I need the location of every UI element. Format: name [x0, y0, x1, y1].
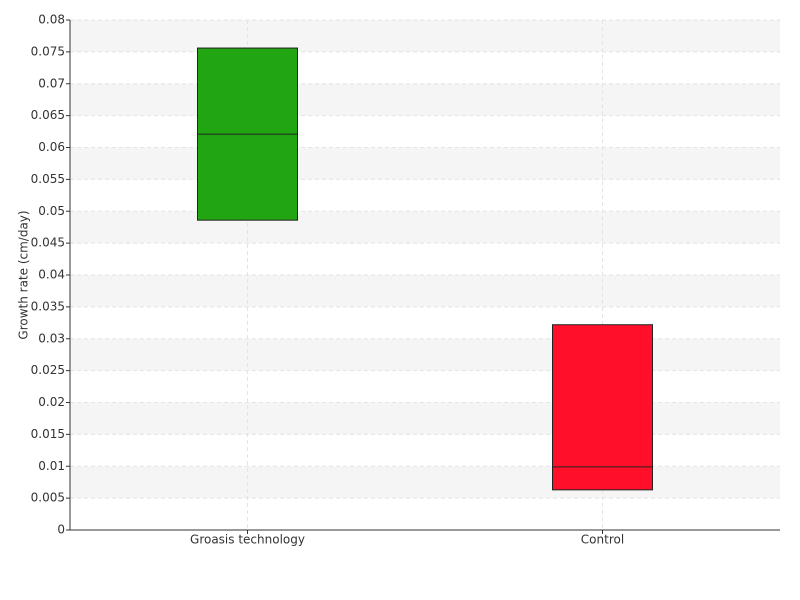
grid-band: [70, 275, 780, 307]
y-tick-label: 0.035: [31, 299, 65, 313]
y-tick-label: 0.025: [31, 363, 65, 377]
y-tick-label: 0.015: [31, 427, 65, 441]
y-tick-label: 0.08: [38, 13, 65, 27]
y-tick-label: 0.02: [38, 395, 65, 409]
y-tick-label: 0.07: [38, 76, 65, 90]
y-tick-label: 0.03: [38, 331, 65, 345]
grid-band: [70, 83, 780, 116]
y-tick-label: 0.055: [31, 172, 65, 186]
y-tick-label: 0.045: [31, 236, 65, 250]
y-axis-label: Growth rate (cm/day): [17, 210, 31, 339]
y-tick-label: 0.005: [31, 491, 65, 505]
grid-band: [70, 147, 780, 180]
y-tick-label: 0.065: [31, 108, 65, 122]
y-tick-label: 0.06: [38, 140, 65, 154]
y-tick-label: 0.05: [38, 204, 65, 218]
x-tick-label: Control: [581, 533, 624, 547]
grid-band: [70, 20, 780, 52]
grid-band: [70, 211, 780, 244]
box: [552, 324, 653, 491]
y-tick-label: 0.075: [31, 44, 65, 58]
y-tick-label: 0.01: [38, 459, 65, 473]
y-tick-label: 0.04: [38, 268, 65, 282]
x-tick-label: Groasis technology: [190, 533, 305, 547]
y-tick-label: 0: [57, 523, 65, 537]
grid-band: [70, 402, 780, 435]
grid-band: [70, 466, 780, 499]
grid-band: [70, 338, 780, 371]
